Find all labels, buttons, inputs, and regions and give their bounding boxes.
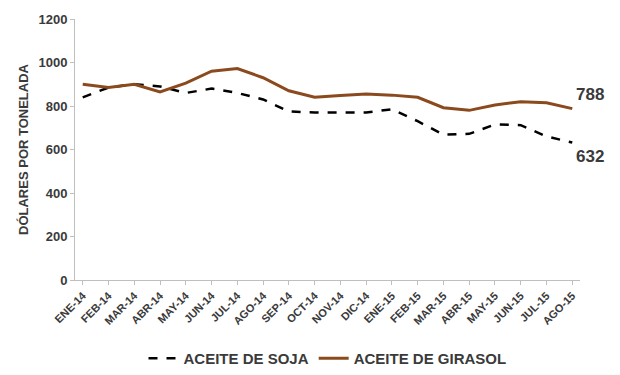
svg-text:OCT-14: OCT-14 bbox=[284, 289, 320, 325]
svg-text:JUL-15: JUL-15 bbox=[517, 290, 551, 324]
svg-text:ENE-15: ENE-15 bbox=[361, 290, 397, 326]
svg-text:788: 788 bbox=[576, 85, 604, 104]
svg-text:FEB-15: FEB-15 bbox=[388, 290, 423, 325]
svg-text:JUN-14: JUN-14 bbox=[182, 289, 218, 325]
svg-text:800: 800 bbox=[46, 99, 68, 114]
svg-text:ABR-14: ABR-14 bbox=[129, 289, 166, 326]
svg-text:200: 200 bbox=[46, 229, 68, 244]
svg-text:AGO-14: AGO-14 bbox=[231, 289, 269, 327]
svg-text:JUN-15: JUN-15 bbox=[491, 290, 526, 325]
svg-text:FEB-14: FEB-14 bbox=[79, 289, 115, 325]
svg-text:MAY-15: MAY-15 bbox=[464, 290, 500, 326]
svg-text:MAR-14: MAR-14 bbox=[102, 289, 140, 327]
svg-text:JUL-14: JUL-14 bbox=[208, 289, 243, 324]
svg-text:600: 600 bbox=[46, 142, 68, 157]
svg-text:1000: 1000 bbox=[38, 55, 67, 70]
svg-text:SEP-14: SEP-14 bbox=[259, 289, 295, 325]
svg-text:MAR-15: MAR-15 bbox=[411, 290, 448, 327]
svg-text:1200: 1200 bbox=[38, 12, 67, 27]
svg-text:DIC-14: DIC-14 bbox=[338, 289, 372, 323]
svg-text:0: 0 bbox=[60, 273, 67, 288]
svg-text:ACEITE DE GIRASOL: ACEITE DE GIRASOL bbox=[354, 350, 507, 367]
svg-text:ENE-14: ENE-14 bbox=[52, 289, 88, 325]
svg-text:632: 632 bbox=[576, 147, 604, 166]
svg-text:ABR-15: ABR-15 bbox=[438, 290, 475, 327]
svg-text:NOV-14: NOV-14 bbox=[310, 289, 347, 326]
svg-text:DÓLARES POR TONELADA: DÓLARES POR TONELADA bbox=[16, 63, 31, 235]
svg-text:MAY-14: MAY-14 bbox=[155, 289, 191, 325]
svg-text:AGO-15: AGO-15 bbox=[540, 290, 577, 327]
svg-text:ACEITE DE SOJA: ACEITE DE SOJA bbox=[184, 350, 309, 367]
svg-text:400: 400 bbox=[46, 186, 68, 201]
